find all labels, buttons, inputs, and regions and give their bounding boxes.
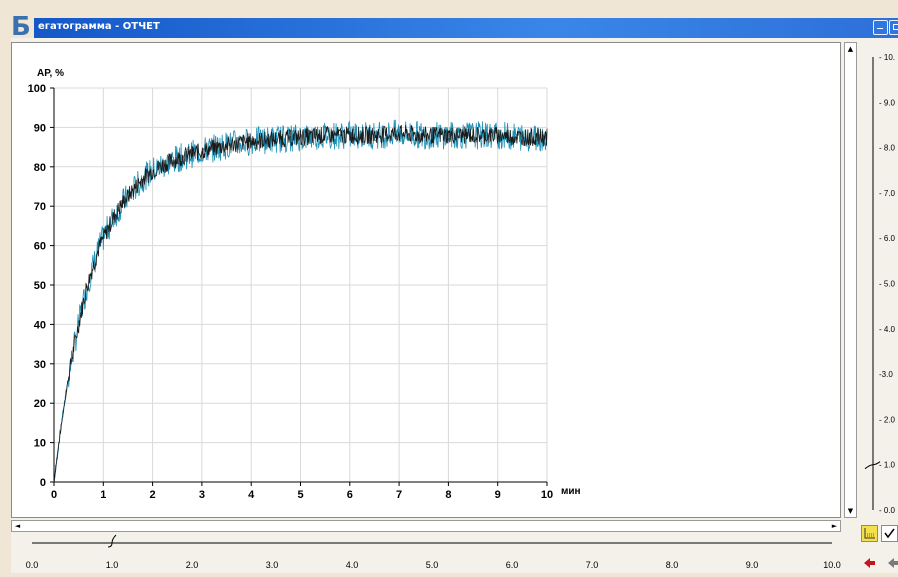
scale-label: 1.0 xyxy=(106,560,119,570)
scale-label: - 7.0 xyxy=(879,189,896,198)
scale-label: 6.0 xyxy=(506,560,519,570)
y-tick-label: 0 xyxy=(40,477,46,489)
grid-button[interactable] xyxy=(861,525,878,542)
x-tick-label: 4 xyxy=(248,489,255,501)
prev-button[interactable] xyxy=(861,555,878,572)
y-tick-label: 30 xyxy=(34,359,46,371)
x-tick-label: 5 xyxy=(297,489,303,501)
scroll-down-icon[interactable]: ▼ xyxy=(847,507,854,515)
scale-label: 8.0 xyxy=(666,560,679,570)
scroll-up-icon[interactable]: ▲ xyxy=(847,45,854,53)
scale-label: 5.0 xyxy=(426,560,439,570)
next-button[interactable] xyxy=(883,555,898,572)
scroll-right-icon[interactable]: ► xyxy=(831,522,838,530)
x-tick-label: 8 xyxy=(445,489,451,501)
scale-label: - 8.0 xyxy=(879,144,896,153)
grid-icon xyxy=(864,528,875,539)
scale-label: - 4.0 xyxy=(879,325,896,334)
y-tick-label: 60 xyxy=(34,241,46,253)
x-tick-label: 1 xyxy=(100,489,106,501)
x-tick-label: 2 xyxy=(150,489,156,501)
checkbox-icon xyxy=(884,528,895,539)
x-tick-label: 0 xyxy=(51,489,57,501)
x-tick-label: 3 xyxy=(199,489,205,501)
minimize-button[interactable] xyxy=(873,20,888,35)
horizontal-scrollbar[interactable]: ◄ ► xyxy=(11,520,841,532)
chart-panel: 0 1 2 3 4 5 6 7 8 9 10 0 10 20 30 40 50 60 70 80 90 100 АР, % м… xyxy=(11,42,841,518)
arrow-right-icon xyxy=(888,558,898,568)
window-title: егатограмма - ОТЧЕТ xyxy=(38,21,160,32)
x-tick-label: 10 xyxy=(541,489,553,501)
vertical-scrollbar[interactable]: ▲ ▼ xyxy=(844,42,857,518)
y-tick-label: 10 xyxy=(34,438,46,450)
y-tick-label: 50 xyxy=(34,280,46,292)
scale-label: - 1.0 xyxy=(879,461,896,470)
scale-label: 2.0 xyxy=(186,560,199,570)
slider-thumb xyxy=(864,461,881,470)
scale-label: - 9.0 xyxy=(879,98,896,107)
y-tick-label: 100 xyxy=(28,83,46,95)
maximize-icon xyxy=(893,24,898,30)
scale-label: 10.0 xyxy=(823,560,841,570)
scale-label: - 6.0 xyxy=(879,234,896,243)
maximize-button[interactable] xyxy=(889,20,898,35)
scale-label: - 0.0 xyxy=(879,506,896,515)
x-tick-label: 9 xyxy=(495,489,501,501)
x-tick-label: 6 xyxy=(347,489,353,501)
figure-letter: Б xyxy=(11,12,31,42)
y-tick-label: 20 xyxy=(34,398,46,410)
amplitude-scale-slider[interactable]: - 10. - 9.0 - 8.0 - 7.0 - 6.0 - 5.0 - 4.0 -3.0 -… xyxy=(858,40,898,550)
scale-label: 3.0 xyxy=(266,560,279,570)
scale-label: 0.0 xyxy=(26,560,39,570)
show-grid-checkbox[interactable] xyxy=(881,525,898,542)
series-main-line xyxy=(53,124,548,483)
y-axis-label: АР, % xyxy=(37,68,64,79)
y-tick-label: 80 xyxy=(34,162,46,174)
x-axis-label: мин xyxy=(561,486,581,497)
y-tick-label: 70 xyxy=(34,201,46,213)
arrow-left-icon xyxy=(864,558,875,568)
scale-label: 7.0 xyxy=(586,560,599,570)
window-titlebar[interactable]: егатограмма - ОТЧЕТ xyxy=(34,18,898,38)
scale-label: 4.0 xyxy=(346,560,359,570)
minimize-icon xyxy=(877,28,883,30)
time-scale-slider[interactable]: 0.0 1.0 2.0 3.0 4.0 5.0 6.0 7.0 8.0 9.0 10.0 xyxy=(0,533,898,573)
slider-thumb xyxy=(107,534,117,548)
y-tick-label: 90 xyxy=(34,122,46,134)
x-tick-label: 7 xyxy=(396,489,402,501)
scale-label: - 5.0 xyxy=(879,280,896,289)
scale-label: - 10. xyxy=(879,53,895,62)
y-tick-label: 40 xyxy=(34,319,46,331)
series-noise-line xyxy=(53,119,548,482)
scale-label: -3.0 xyxy=(879,370,893,379)
scroll-left-icon[interactable]: ◄ xyxy=(14,522,21,530)
scale-label: 9.0 xyxy=(746,560,759,570)
scale-label: - 2.0 xyxy=(879,415,896,424)
